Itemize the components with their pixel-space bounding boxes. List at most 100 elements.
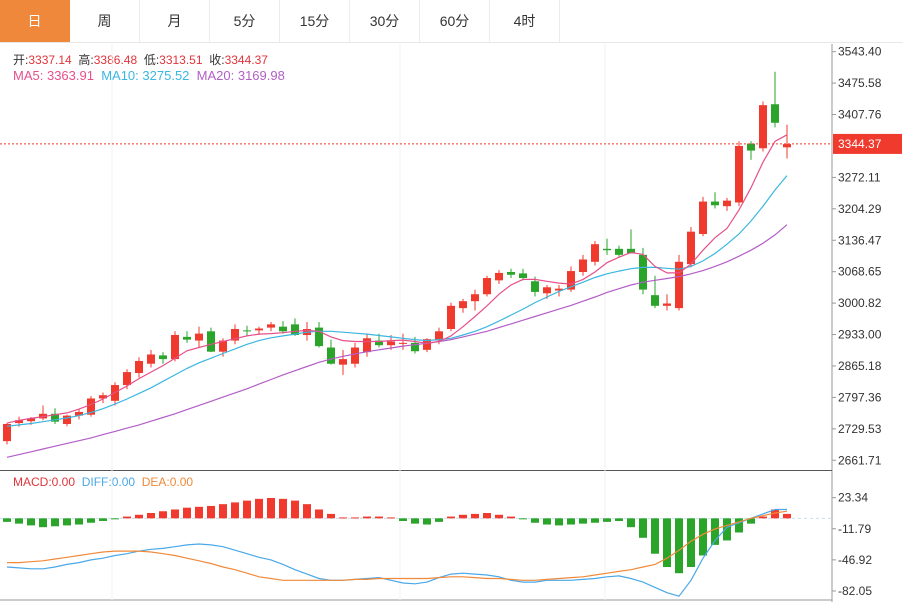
candle-body-49: [591, 244, 599, 262]
ma10-value: 3275.52: [142, 68, 190, 83]
candle-body-43: [519, 273, 527, 279]
candle-body-47: [567, 271, 575, 290]
macd-bar-48: [579, 518, 587, 524]
tab-7[interactable]: 4时: [490, 0, 560, 42]
candle-body-11: [135, 360, 143, 374]
macd-bar-42: [507, 516, 515, 519]
ma-readout: MA5: 3363.91 MA10: 3275.52 MA20: 3169.98: [13, 68, 285, 83]
macd-bar-0: [3, 518, 11, 522]
diff-value: 0.00: [111, 475, 136, 489]
candle-body-21: [255, 328, 263, 331]
macd-tick-label-3: -82.05: [838, 584, 872, 598]
macd-bar-14: [171, 509, 179, 519]
y-tick-label-8: 2933.00: [838, 328, 882, 342]
low-value: 3313.51: [159, 53, 203, 67]
macd-bar-28: [339, 517, 347, 519]
tab-2[interactable]: 月: [140, 0, 210, 42]
macd-bar-16: [195, 506, 203, 519]
macd-bar-6: [75, 518, 83, 525]
macd-bar-61: [735, 518, 743, 533]
macd-bar-55: [663, 518, 671, 568]
candle-body-2: [27, 418, 35, 422]
candle-body-54: [651, 295, 659, 306]
y-tick-label-5: 3136.47: [838, 233, 882, 247]
candle-body-62: [747, 143, 755, 151]
macd-bar-47: [567, 518, 575, 525]
candle-body-59: [711, 201, 719, 206]
candle-body-33: [399, 342, 407, 344]
macd-value: 0.00: [51, 475, 76, 489]
macd-bar-22: [267, 497, 275, 519]
macd-bar-31: [375, 516, 383, 519]
macd-bar-53: [639, 518, 647, 538]
candle-body-38: [459, 301, 467, 309]
tab-5[interactable]: 30分: [350, 0, 420, 42]
candle-body-41: [495, 272, 503, 281]
candle-body-53: [639, 254, 647, 290]
candle-body-12: [147, 354, 155, 364]
macd-bar-44: [531, 518, 539, 523]
candle-body-34: [411, 342, 419, 352]
period-tabs: 日周月 5分 15分 30分 60分 4时: [0, 0, 903, 43]
dea-label: DEA:: [141, 475, 170, 489]
macd-bar-2: [27, 518, 35, 526]
macd-bar-33: [399, 518, 407, 521]
macd-bar-54: [651, 518, 659, 554]
candle-body-52: [627, 248, 635, 254]
tab-6[interactable]: 60分: [420, 0, 490, 42]
macd-bar-19: [231, 502, 239, 519]
candle-body-4: [51, 413, 59, 422]
candle-body-16: [195, 333, 203, 341]
candle-body-22: [267, 324, 275, 328]
macd-bar-30: [363, 516, 371, 519]
macd-bar-52: [627, 518, 635, 528]
candle-body-64: [771, 104, 779, 123]
macd-bar-11: [135, 514, 143, 519]
y-tick-label-0: 3543.40: [838, 45, 882, 59]
high-label: 高:: [78, 53, 94, 67]
tab-4[interactable]: 15分: [280, 0, 350, 42]
y-tick-label-6: 3068.65: [838, 265, 882, 279]
tab-1[interactable]: 周: [70, 0, 140, 42]
candle-body-28: [339, 359, 347, 365]
low-label: 低:: [143, 53, 160, 67]
ma5-line: [6, 134, 788, 424]
current-price-label: 3344.37: [838, 137, 882, 151]
macd-bar-43: [519, 518, 527, 520]
y-tick-label-11: 2729.53: [838, 422, 882, 436]
macd-bar-7: [87, 518, 95, 523]
macd-bar-35: [423, 518, 431, 525]
diff-label: DIFF:: [81, 475, 112, 489]
candle-body-60: [723, 200, 731, 207]
close-label: 收:: [209, 53, 225, 67]
candle-body-55: [663, 303, 671, 306]
macd-bar-21: [255, 498, 263, 519]
macd-bar-36: [435, 518, 443, 522]
ohlc-readout: 开:3337.14 高:3386.48 低:3313.51 收:3344.37: [13, 51, 268, 68]
candle-body-26: [315, 327, 323, 347]
macd-bar-39: [471, 513, 479, 519]
macd-bar-29: [351, 517, 359, 519]
tab-3[interactable]: 5分: [210, 0, 280, 42]
macd-bar-17: [207, 505, 215, 519]
candle-body-40: [483, 278, 491, 295]
candle-body-44: [531, 281, 539, 292]
macd-bar-9: [111, 518, 119, 520]
macd-bar-34: [411, 518, 419, 524]
macd-bar-5: [63, 518, 71, 526]
macd-bar-41: [495, 514, 503, 519]
macd-bar-58: [699, 518, 707, 556]
candle-body-65: [783, 144, 791, 148]
tab-0[interactable]: 日: [0, 0, 70, 42]
candle-body-8: [99, 395, 107, 399]
macd-bar-10: [123, 516, 131, 519]
macd-bar-26: [315, 509, 323, 519]
candle-body-17: [207, 331, 215, 352]
candle-body-7: [87, 398, 95, 415]
macd-bar-50: [603, 518, 611, 522]
macd-bar-8: [99, 518, 107, 521]
macd-bar-49: [591, 518, 599, 523]
macd-bar-20: [243, 500, 251, 519]
ma10-line: [6, 175, 788, 427]
